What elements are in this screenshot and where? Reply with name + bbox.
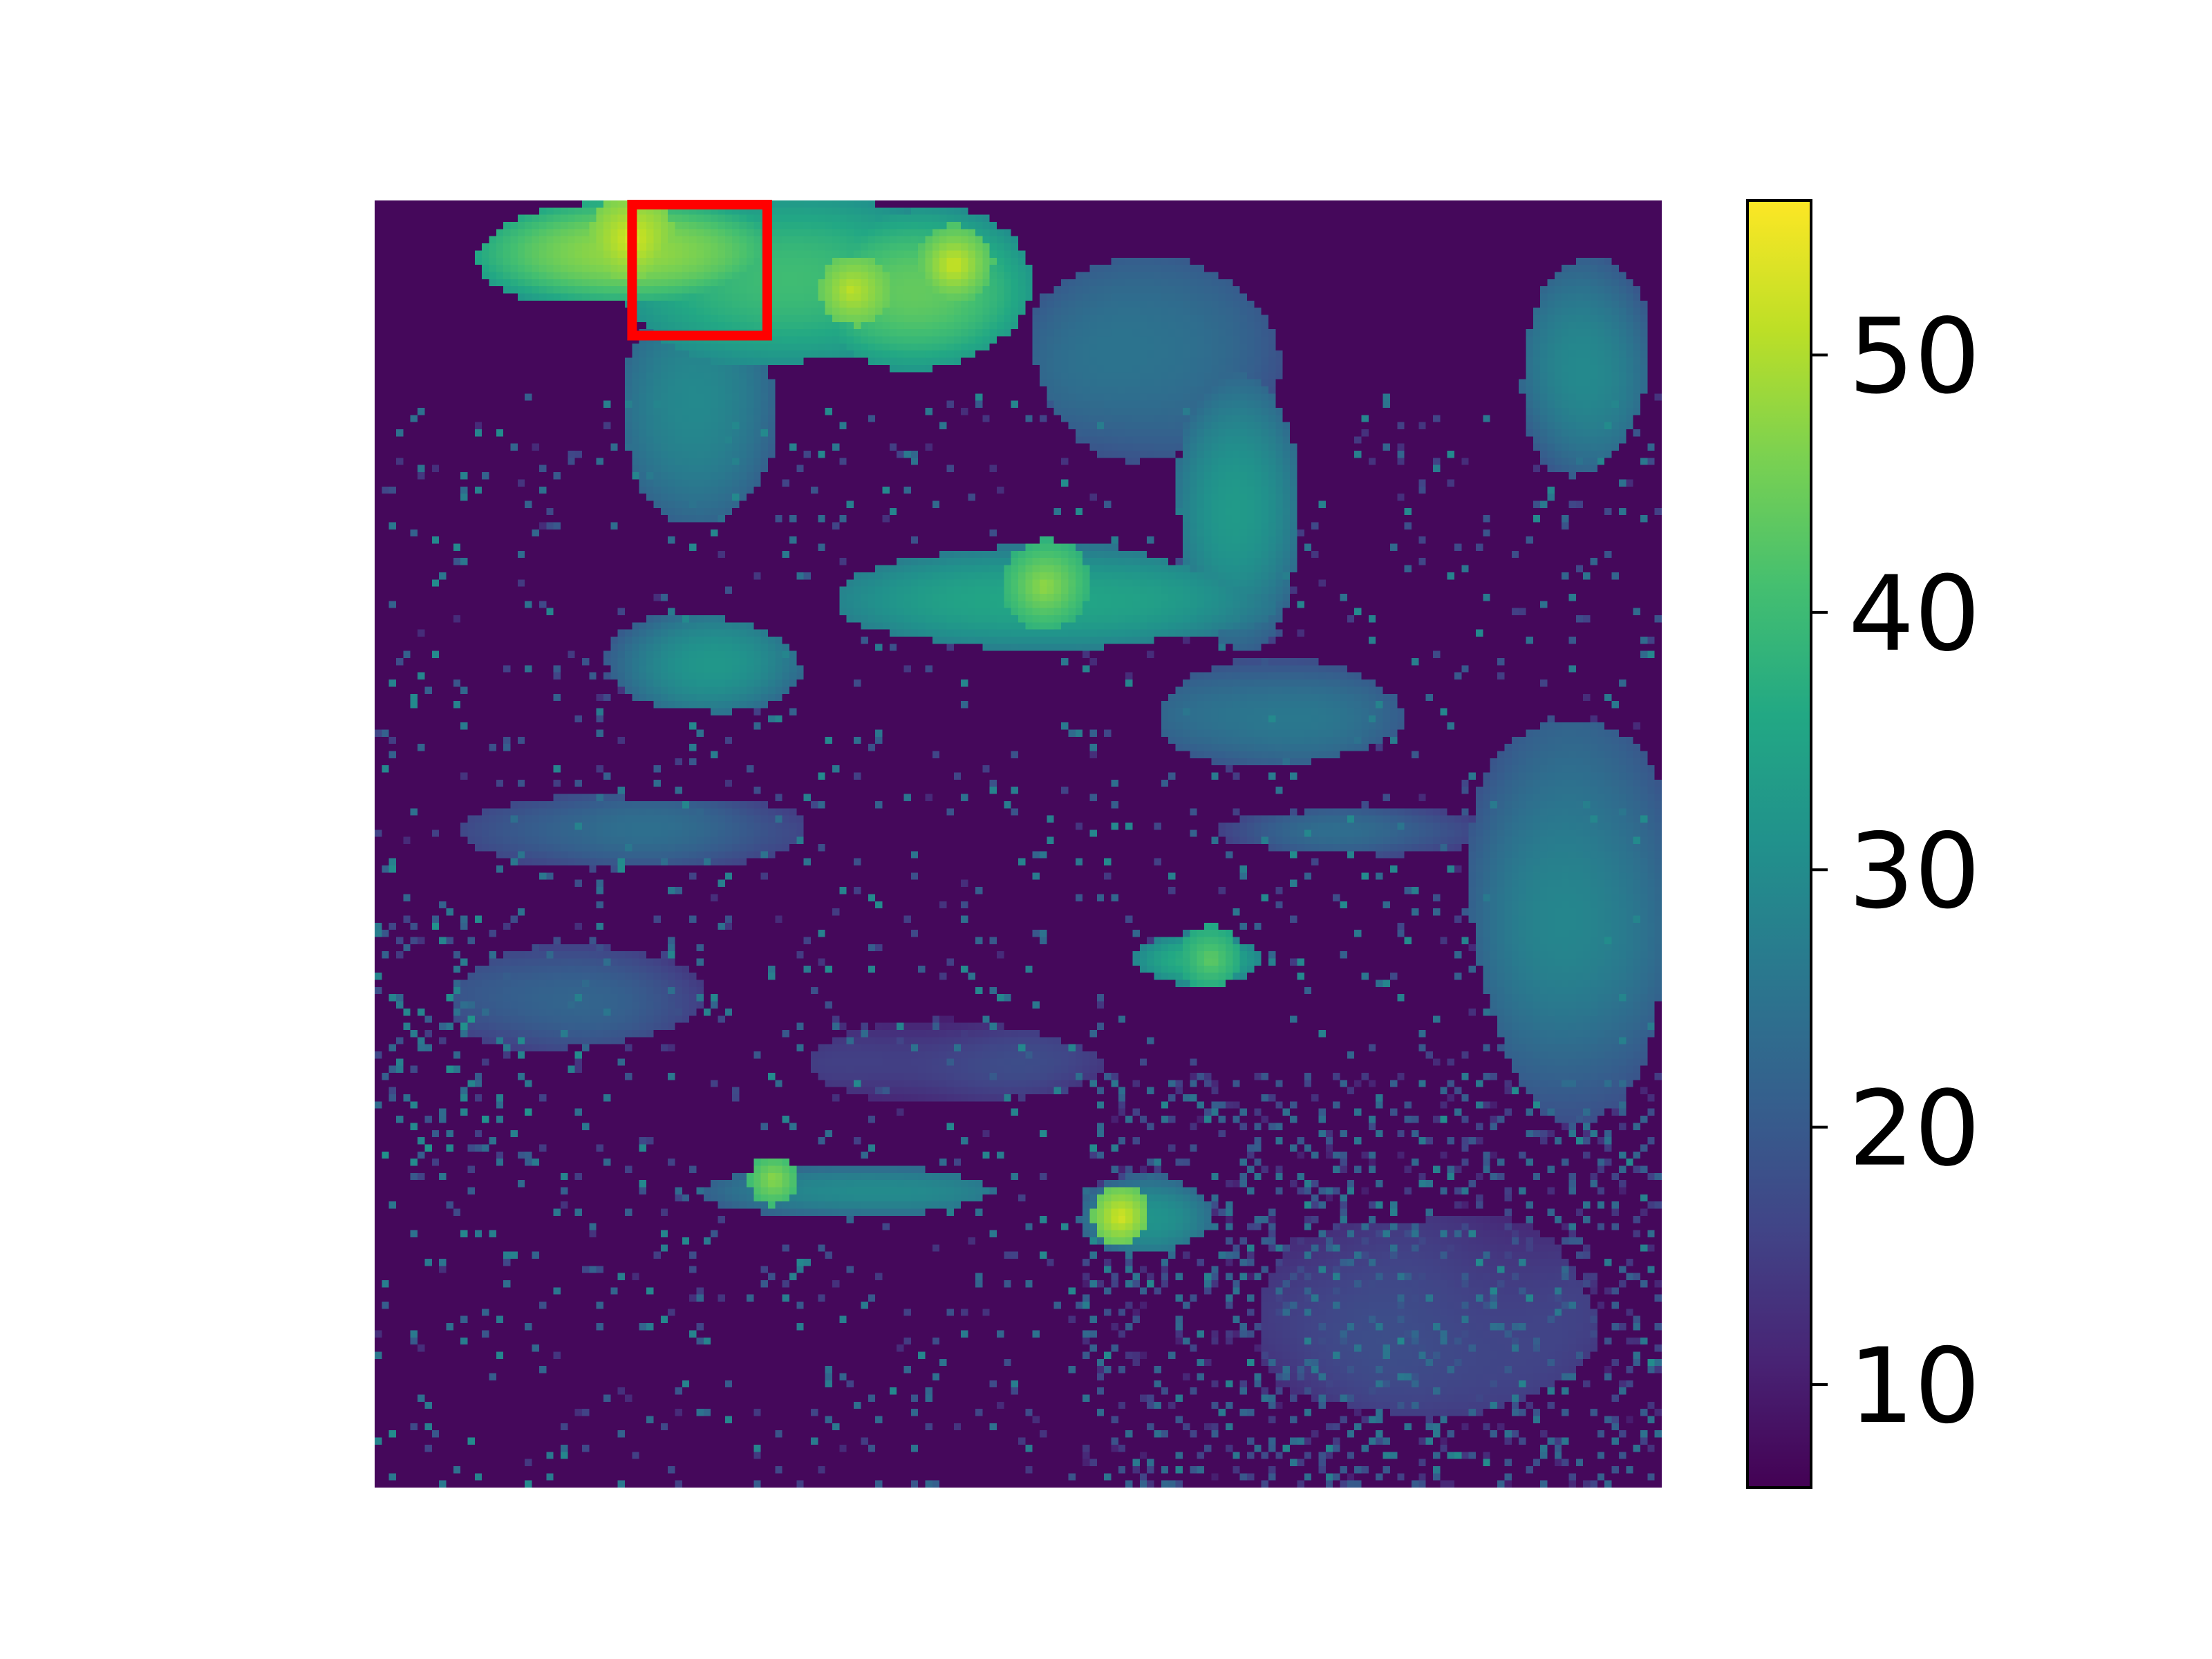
heatmap-plot-area [375,200,1662,1488]
colorbar-gradient [1746,199,1812,1489]
colorbar-tick-label: 20 [1848,1069,1980,1190]
annotation-layer [627,200,772,341]
colorbar: 10 20 30 40 50 [1746,199,1980,1489]
colorbar-tick-label: 50 [1848,297,1980,417]
heatmap-image [375,200,1662,1488]
colorbar-tick-label: 10 [1848,1327,1980,1447]
colorbar-tick-label: 40 [1848,554,1980,675]
colorbar-ticks: 10 20 30 40 50 [1811,297,1980,1447]
highlight-box [627,200,772,341]
colorbar-tick-label: 30 [1848,812,1980,932]
